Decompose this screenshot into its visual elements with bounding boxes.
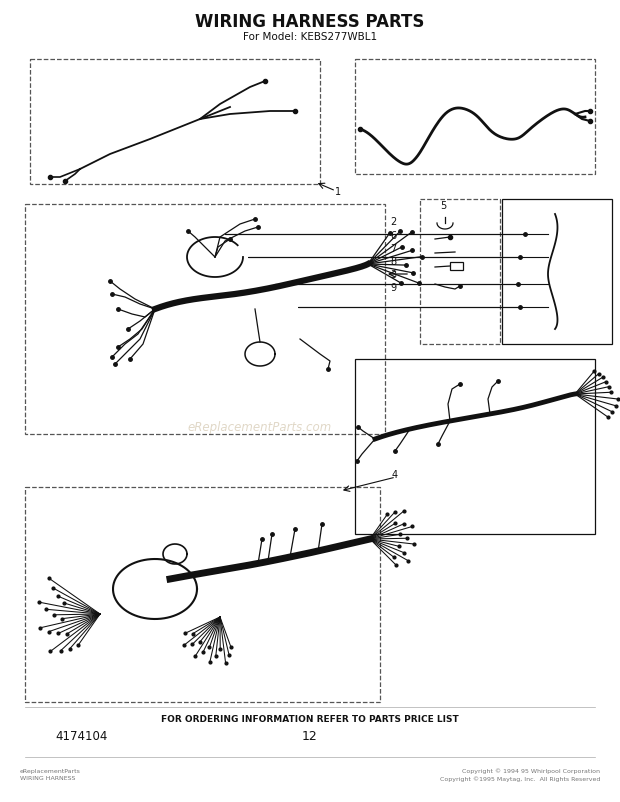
Bar — [450, 263, 463, 270]
Text: eReplacementParts.com: eReplacementParts.com — [188, 421, 332, 434]
Bar — [25, 205, 385, 435]
Text: For Model: KEBS277WBL1: For Model: KEBS277WBL1 — [243, 32, 377, 42]
Bar — [420, 200, 500, 345]
Text: FOR ORDERING INFORMATION REFER TO PARTS PRICE LIST: FOR ORDERING INFORMATION REFER TO PARTS … — [161, 715, 459, 723]
Text: 4174104: 4174104 — [55, 730, 107, 743]
Text: Copyright © 1994 95 Whirlpool Corporation
Copyright ©1995 Maytag, Inc.  All Righ: Copyright © 1994 95 Whirlpool Corporatio… — [440, 767, 600, 781]
Text: 3: 3 — [390, 269, 396, 280]
Bar — [30, 60, 320, 184]
Text: 9: 9 — [390, 282, 396, 293]
Text: 1: 1 — [335, 187, 341, 196]
Text: eReplacementParts
WIRING HARNESS: eReplacementParts WIRING HARNESS — [20, 768, 81, 780]
Text: 8: 8 — [390, 257, 396, 267]
Bar — [502, 200, 612, 345]
Text: 12: 12 — [302, 730, 318, 743]
Text: WIRING HARNESS PARTS: WIRING HARNESS PARTS — [195, 13, 425, 31]
Bar — [25, 488, 380, 702]
Text: 5: 5 — [440, 200, 446, 211]
Bar — [355, 359, 595, 534]
Text: 2: 2 — [390, 217, 396, 227]
Text: 6: 6 — [390, 231, 396, 241]
Bar — [355, 60, 595, 175]
Text: 4: 4 — [392, 469, 398, 480]
Text: 7: 7 — [390, 244, 396, 253]
